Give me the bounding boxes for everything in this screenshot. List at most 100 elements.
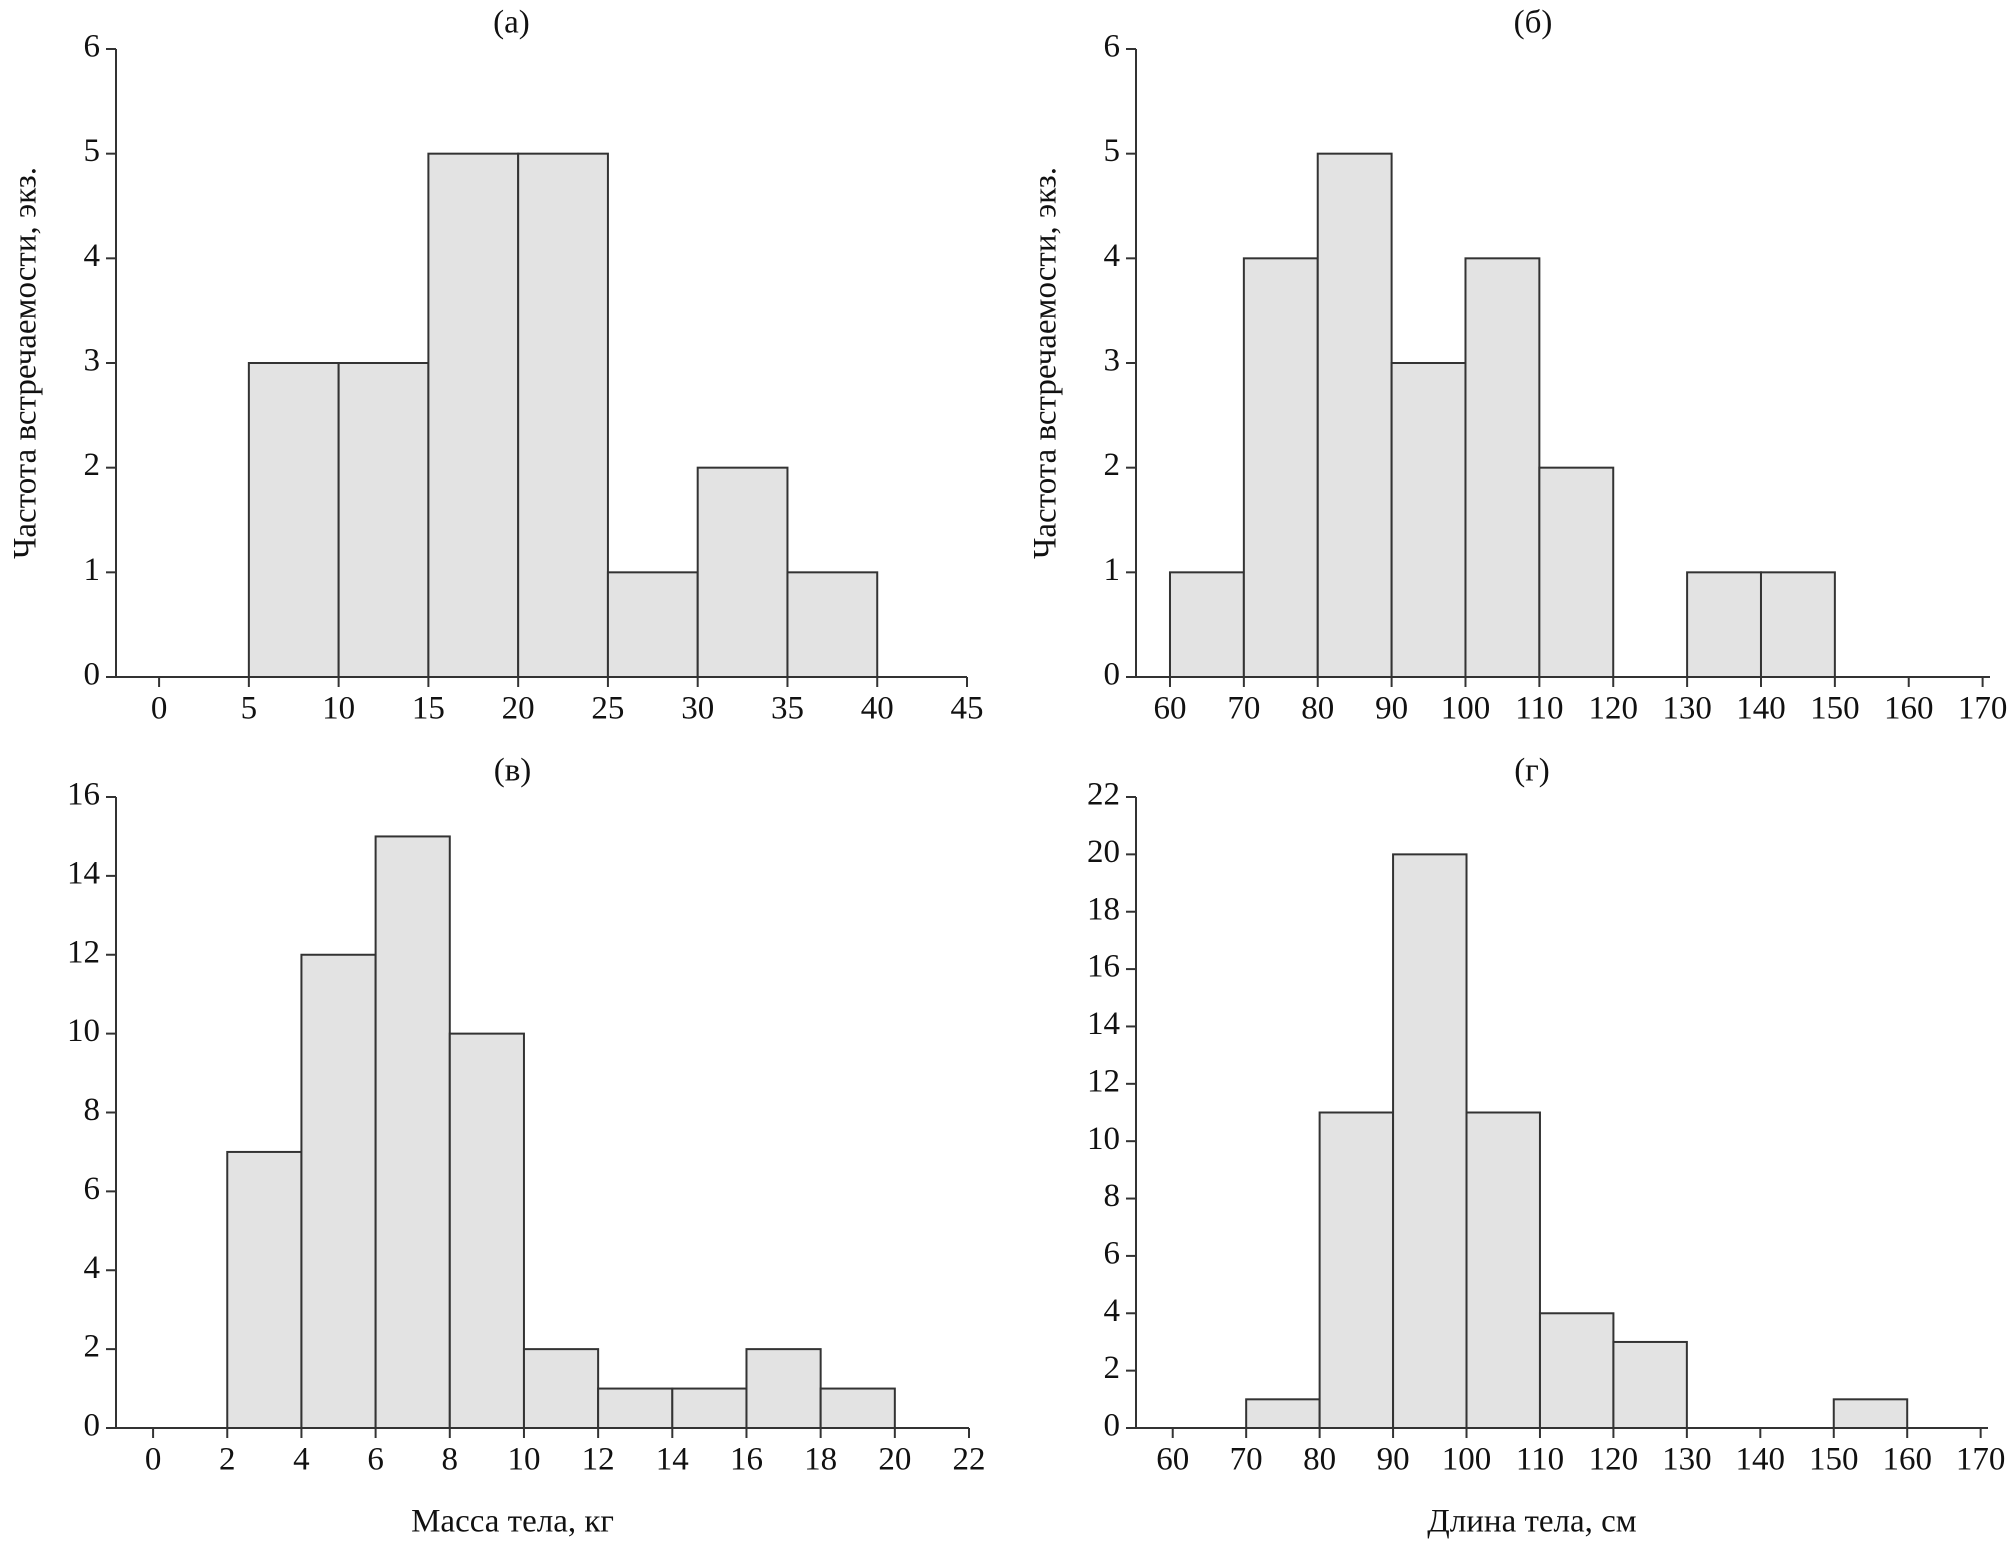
x-tick-label: 30 [681, 691, 714, 727]
x-tick-label: 4 [293, 1442, 310, 1478]
x-tick-label: 0 [151, 691, 168, 727]
x-axis-label: Масса тела, кг [411, 1504, 614, 1540]
x-tick-label: 20 [502, 691, 535, 727]
y-tick-label: 1 [1104, 552, 1121, 588]
bar [1316, 152, 1393, 678]
x-tick-label: 80 [1301, 691, 1334, 727]
x-tick-label: 18 [804, 1442, 837, 1478]
y-tick-label: 14 [1087, 1006, 1120, 1042]
panel-title: (а) [493, 5, 530, 41]
bar [1832, 1398, 1909, 1430]
x-tick-label: 150 [1809, 1442, 1859, 1478]
x-tick-label: 120 [1588, 691, 1638, 727]
bar [1318, 1111, 1395, 1429]
x-tick-label: 40 [861, 691, 894, 727]
x-tick-label: 110 [1516, 1442, 1564, 1478]
x-tick-label: 22 [953, 1442, 986, 1478]
x-tick-label: 140 [1736, 1442, 1786, 1478]
bar [1686, 571, 1762, 678]
y-tick-label: 3 [1104, 343, 1121, 379]
x-tick-label: 60 [1153, 691, 1186, 727]
x-tick-label: 25 [591, 691, 624, 727]
bar [671, 1387, 748, 1429]
y-tick-label: 14 [67, 855, 100, 891]
x-tick-label: 60 [1156, 1442, 1189, 1478]
x-tick-label: 110 [1515, 691, 1563, 727]
bar [1759, 571, 1836, 678]
y-tick-label: 16 [67, 777, 100, 813]
panel-title: (б) [1514, 5, 1553, 41]
x-tick-label: 2 [219, 1442, 236, 1478]
x-tick-label: 45 [951, 691, 984, 727]
bar [374, 835, 451, 1429]
x-axis-label: Длина тела, см [1427, 1504, 1637, 1540]
x-tick-label: 120 [1589, 1442, 1639, 1478]
panel-title: (г) [1514, 753, 1550, 789]
y-tick-label: 4 [84, 1250, 101, 1286]
y-tick-label: 4 [1104, 238, 1121, 274]
bar [597, 1387, 674, 1429]
y-tick-label: 22 [1087, 777, 1120, 813]
x-tick-label: 10 [322, 691, 355, 727]
y-tick-label: 0 [1104, 657, 1121, 693]
x-tick-label: 140 [1736, 691, 1786, 727]
x-tick-label: 170 [1956, 1442, 2006, 1478]
x-tick-label: 160 [1884, 691, 1934, 727]
x-tick-label: 170 [1958, 691, 2008, 727]
bar [786, 571, 879, 678]
bar [1538, 466, 1615, 678]
y-tick-label: 0 [84, 657, 101, 693]
x-tick-label: 150 [1810, 691, 1860, 727]
x-tick-label: 35 [771, 691, 804, 727]
bar [337, 362, 430, 678]
y-tick-label: 4 [84, 238, 101, 274]
y-axis-label: Частота встречаемости, экз. [8, 167, 44, 559]
x-tick-label: 90 [1377, 1442, 1410, 1478]
bar [1538, 1312, 1615, 1429]
y-tick-label: 6 [1104, 29, 1121, 65]
y-tick-label: 10 [1087, 1121, 1120, 1157]
y-tick-label: 10 [67, 1013, 100, 1049]
y-tick-label: 2 [1104, 447, 1121, 483]
y-tick-label: 8 [84, 1092, 101, 1128]
y-tick-label: 6 [84, 29, 101, 65]
y-tick-label: 12 [67, 934, 100, 970]
y-tick-label: 5 [84, 133, 101, 169]
x-tick-label: 6 [367, 1442, 384, 1478]
y-tick-label: 12 [1087, 1063, 1120, 1099]
bar [522, 1348, 600, 1429]
bar [1390, 362, 1467, 678]
x-tick-label: 16 [730, 1442, 763, 1478]
bar [606, 571, 699, 678]
x-tick-label: 20 [878, 1442, 911, 1478]
x-tick-label: 0 [145, 1442, 162, 1478]
y-tick-label: 6 [84, 1171, 101, 1207]
x-tick-label: 8 [442, 1442, 459, 1478]
bar [427, 152, 520, 678]
x-tick-label: 10 [507, 1442, 540, 1478]
x-tick-label: 130 [1662, 1442, 1712, 1478]
panel-title: (в) [494, 753, 532, 789]
bar [1464, 257, 1541, 678]
y-tick-label: 2 [84, 447, 101, 483]
y-tick-label: 1 [84, 552, 101, 588]
x-tick-label: 100 [1442, 1442, 1492, 1478]
bar [696, 466, 789, 678]
bar [517, 152, 609, 678]
y-tick-label: 8 [1104, 1178, 1121, 1214]
y-tick-label: 0 [84, 1408, 101, 1444]
x-tick-label: 14 [656, 1442, 689, 1478]
y-tick-label: 20 [1087, 834, 1120, 870]
y-axis-label: Частота встречаемости, экз. [1028, 167, 1064, 559]
x-tick-label: 15 [412, 691, 445, 727]
x-tick-label: 12 [582, 1442, 615, 1478]
bar [448, 1032, 525, 1429]
x-tick-label: 160 [1882, 1442, 1932, 1478]
bar [819, 1387, 896, 1429]
bar [1392, 853, 1468, 1429]
y-tick-label: 2 [1104, 1350, 1121, 1386]
x-tick-label: 5 [241, 691, 258, 727]
bar [1242, 257, 1319, 678]
y-tick-label: 6 [1104, 1235, 1121, 1271]
